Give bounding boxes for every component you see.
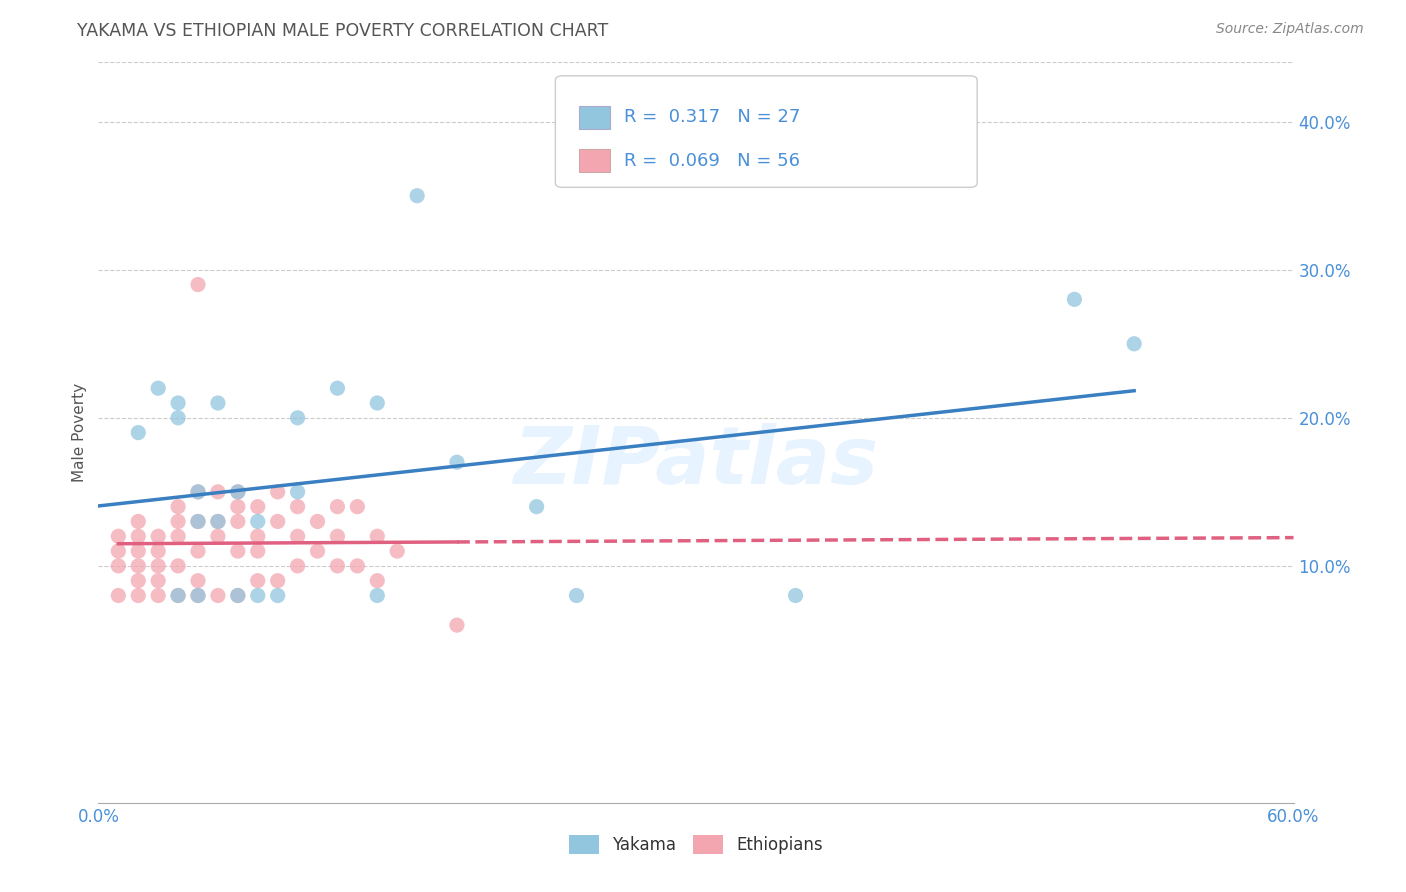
Point [366, 529, 388, 543]
Point [287, 484, 309, 499]
Point [246, 529, 269, 543]
Point [267, 589, 290, 603]
Text: YAKAMA VS ETHIOPIAN MALE POVERTY CORRELATION CHART: YAKAMA VS ETHIOPIAN MALE POVERTY CORRELA… [77, 22, 609, 40]
Point [167, 529, 190, 543]
Point [187, 589, 209, 603]
Point [287, 558, 309, 573]
Point [307, 515, 329, 529]
Point [187, 484, 209, 499]
Point [366, 574, 388, 588]
Y-axis label: Male Poverty: Male Poverty [72, 383, 87, 483]
Point [287, 529, 309, 543]
Legend: Yakama, Ethiopians: Yakama, Ethiopians [562, 829, 830, 861]
Point [226, 589, 249, 603]
Point [385, 544, 409, 558]
Text: R =  0.069   N = 56: R = 0.069 N = 56 [624, 152, 800, 169]
Point [207, 484, 229, 499]
Point [287, 500, 309, 514]
Point [326, 381, 349, 395]
Point [307, 544, 329, 558]
Point [187, 484, 209, 499]
Point [246, 574, 269, 588]
Point [127, 425, 149, 440]
Point [1123, 336, 1146, 351]
Point [346, 558, 368, 573]
Point [226, 500, 249, 514]
Point [187, 574, 209, 588]
Point [446, 618, 468, 632]
Point [187, 277, 209, 292]
Point [226, 544, 249, 558]
Point [127, 589, 149, 603]
Point [107, 544, 129, 558]
Point [267, 574, 290, 588]
Point [127, 544, 149, 558]
Point [167, 410, 190, 425]
Point [207, 515, 229, 529]
Point [246, 589, 269, 603]
Point [207, 529, 229, 543]
Text: ZIPatlas: ZIPatlas [513, 423, 879, 501]
Point [127, 574, 149, 588]
Point [326, 529, 349, 543]
Point [127, 515, 149, 529]
Point [226, 515, 249, 529]
Point [785, 589, 807, 603]
Point [207, 589, 229, 603]
Point [187, 589, 209, 603]
Point [246, 500, 269, 514]
Point [1063, 293, 1085, 307]
Point [207, 396, 229, 410]
Point [148, 544, 170, 558]
Point [127, 558, 149, 573]
Point [246, 544, 269, 558]
Point [148, 589, 170, 603]
Point [366, 589, 388, 603]
Point [267, 515, 290, 529]
Point [107, 558, 129, 573]
Point [226, 484, 249, 499]
Point [167, 589, 190, 603]
Point [326, 500, 349, 514]
Point [526, 500, 548, 514]
Point [287, 410, 309, 425]
Point [148, 558, 170, 573]
Text: R =  0.317   N = 27: R = 0.317 N = 27 [624, 108, 800, 126]
Point [167, 500, 190, 514]
Text: Source: ZipAtlas.com: Source: ZipAtlas.com [1216, 22, 1364, 37]
Point [187, 544, 209, 558]
Point [187, 515, 209, 529]
Point [167, 515, 190, 529]
Point [187, 515, 209, 529]
Point [167, 589, 190, 603]
Point [366, 396, 388, 410]
Point [246, 515, 269, 529]
Point [107, 529, 129, 543]
Point [346, 500, 368, 514]
Point [226, 484, 249, 499]
Point [148, 529, 170, 543]
Point [167, 558, 190, 573]
Point [446, 455, 468, 469]
Point [326, 558, 349, 573]
Point [267, 484, 290, 499]
Point [565, 589, 588, 603]
Point [207, 515, 229, 529]
Point [107, 589, 129, 603]
Point [406, 188, 429, 202]
Point [167, 396, 190, 410]
Point [226, 589, 249, 603]
Point [148, 574, 170, 588]
Point [127, 529, 149, 543]
Point [148, 381, 170, 395]
